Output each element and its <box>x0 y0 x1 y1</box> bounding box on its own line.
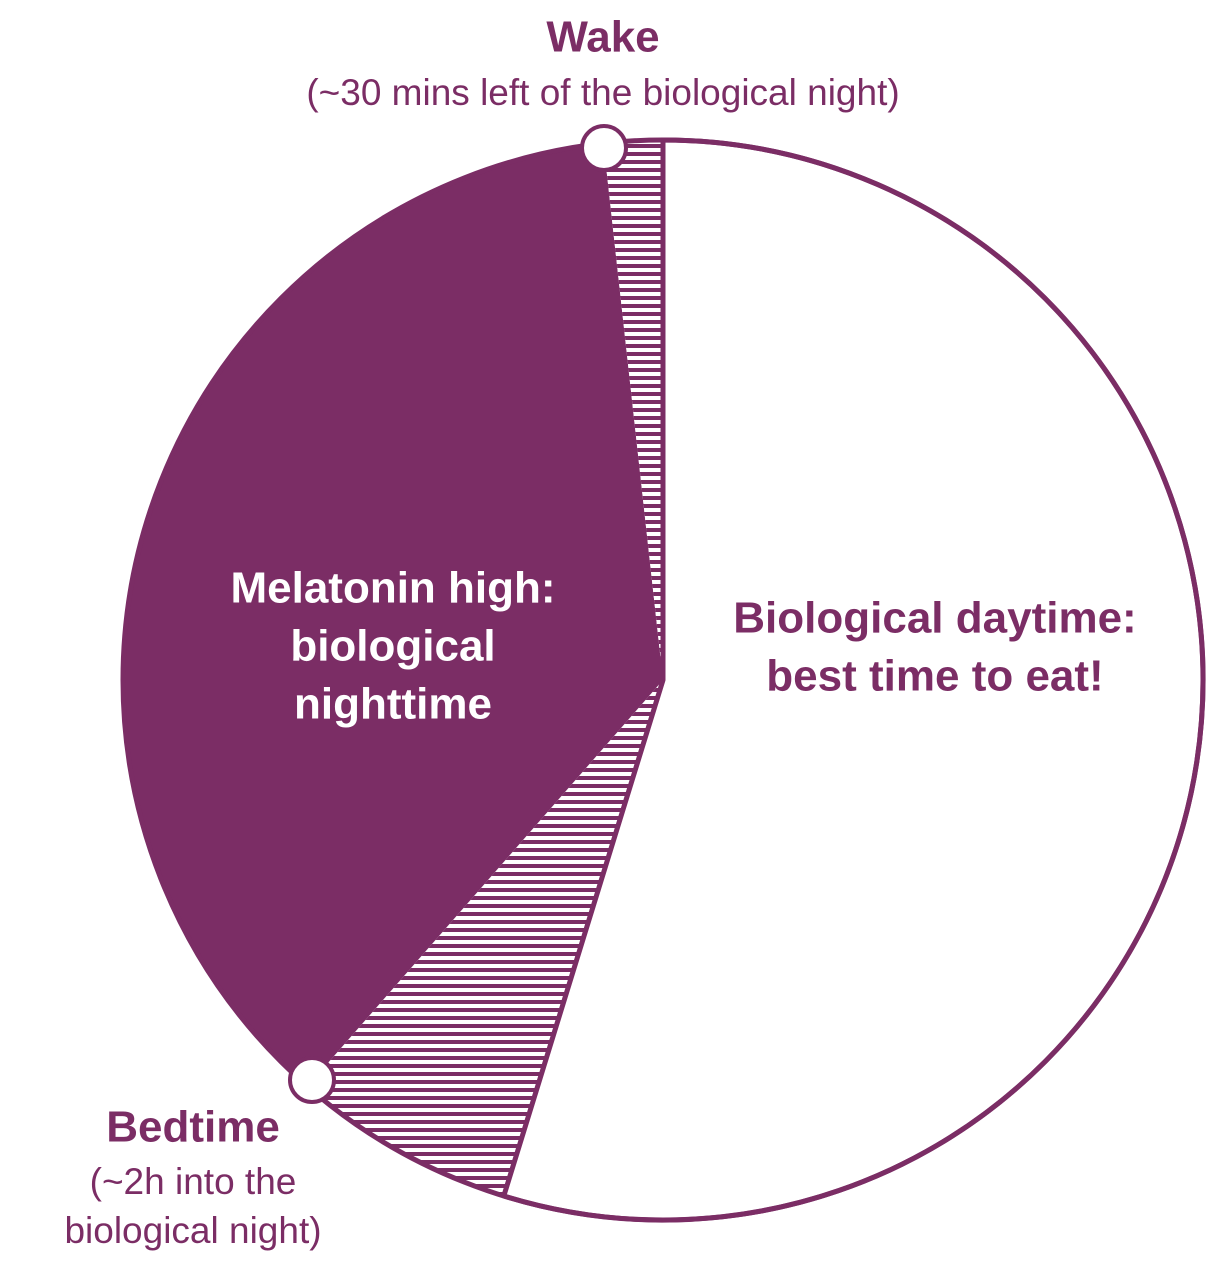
bedtime-title: Bedtime <box>106 1103 280 1152</box>
transition-sector-bedtime <box>307 680 663 1196</box>
bedtime-note: (~2h into the <box>90 1161 297 1202</box>
night-label: nighttime <box>294 680 492 729</box>
day-label: best time to eat! <box>766 652 1103 701</box>
daytime-sector <box>503 140 1203 1221</box>
wake-title: Wake <box>546 13 659 62</box>
night-label: Melatonin high: <box>230 564 555 613</box>
day-label: Biological daytime: <box>733 594 1136 643</box>
nighttime-sector <box>122 143 663 1087</box>
wake-note: (~30 mins left of the biological night) <box>306 72 899 113</box>
transition-sector-wake <box>603 140 663 680</box>
night-label: biological <box>290 622 495 671</box>
bedtime-marker <box>288 1056 336 1104</box>
bedtime-note: biological night) <box>64 1210 321 1251</box>
outline <box>120 137 1206 1223</box>
wake-marker <box>580 124 628 172</box>
